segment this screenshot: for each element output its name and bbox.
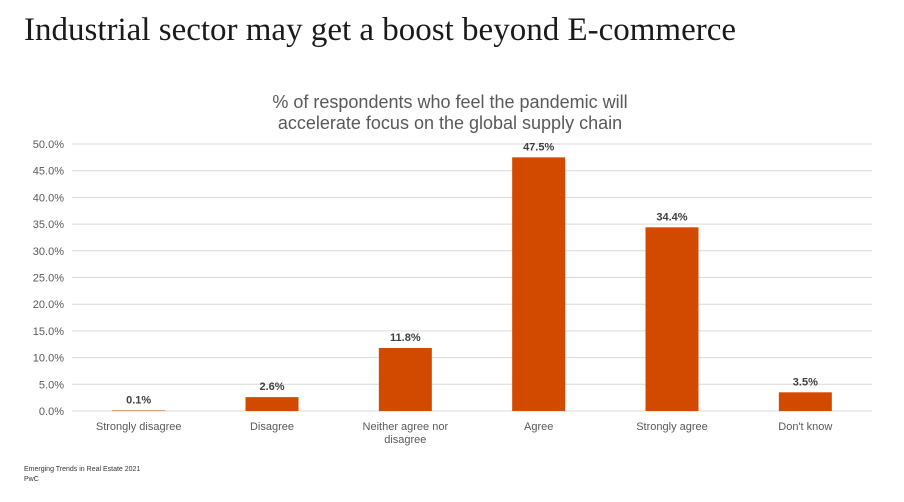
y-tick-label: 35.0% <box>33 219 64 231</box>
data-label: 47.5% <box>523 141 554 153</box>
y-tick-label: 40.0% <box>33 192 64 204</box>
x-tick-label: Strongly disagree <box>96 421 182 433</box>
bar <box>378 347 432 411</box>
x-tick-label: Agree <box>524 421 553 433</box>
y-tick-label: 10.0% <box>33 353 64 365</box>
data-label: 2.6% <box>259 381 284 393</box>
chart-title-line-1: % of respondents who feel the pandemic w… <box>272 92 628 112</box>
bar <box>512 157 566 411</box>
data-label: 11.8% <box>390 332 421 344</box>
y-tick-label: 20.0% <box>33 299 64 311</box>
y-tick-label: 50.0% <box>33 139 64 151</box>
y-tick-label: 45.0% <box>33 166 64 178</box>
chart-title: % of respondents who feel the pandemic w… <box>140 92 760 134</box>
bar <box>645 227 699 411</box>
y-tick-label: 0.0% <box>39 406 64 418</box>
source-line-1: Emerging Trends in Real Estate 2021 <box>24 466 141 473</box>
y-tick-label: 15.0% <box>33 326 64 338</box>
data-label: 0.1% <box>126 394 151 406</box>
x-tick-label: Disagree <box>250 421 294 433</box>
data-label: 34.4% <box>656 211 687 223</box>
chart-title-line-2: accelerate focus on the global supply ch… <box>277 113 623 133</box>
source-note: Emerging Trends in Real Estate 2021 PwC <box>24 465 140 485</box>
x-tick-label: Neither agree nor disagree <box>363 421 449 446</box>
bar <box>112 410 166 411</box>
x-tick-label: Strongly agree <box>636 421 708 433</box>
y-tick-label: 25.0% <box>33 273 64 285</box>
page-title: Industrial sector may get a boost beyond… <box>24 12 737 48</box>
x-tick-label: Don't know <box>778 421 832 433</box>
bar <box>778 392 832 411</box>
y-tick-label: 5.0% <box>39 379 64 391</box>
bar <box>245 397 299 411</box>
source-line-2: PwC <box>24 476 39 483</box>
y-tick-label: 30.0% <box>33 246 64 258</box>
data-label: 3.5% <box>793 376 818 388</box>
